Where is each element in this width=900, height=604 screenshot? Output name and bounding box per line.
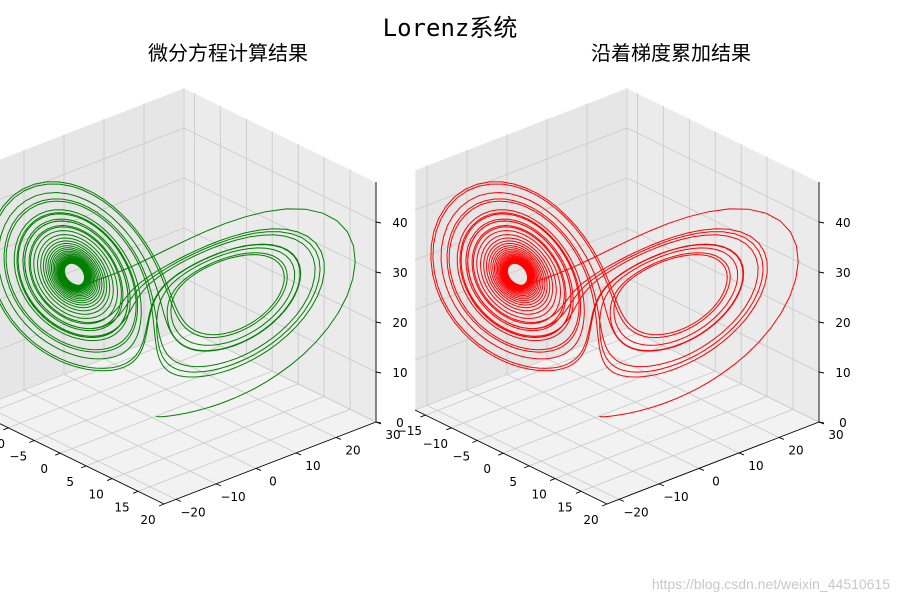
y-tick-label: 0 xyxy=(712,474,720,488)
y-tick xyxy=(738,452,745,456)
watermark: https://blog.csdn.net/weixin_44510615 xyxy=(651,576,890,592)
x-tick-label: 20 xyxy=(583,513,598,527)
y-tick xyxy=(255,467,262,471)
x-axis-line xyxy=(414,409,608,505)
x-tick xyxy=(29,440,35,443)
x-tick xyxy=(3,427,9,431)
z-tick xyxy=(375,321,382,324)
y-tick-label: 0 xyxy=(269,474,277,488)
y-tick-label: 10 xyxy=(305,459,320,473)
x-tick-label: −15 xyxy=(397,424,422,438)
x-tick xyxy=(446,427,452,431)
z-tick xyxy=(375,221,382,224)
z-tick xyxy=(818,421,825,424)
plot-panel-2: −15−10−505101520−20−100102030010203040沿着… xyxy=(397,41,851,527)
y-tick-label: 20 xyxy=(345,443,360,457)
y-tick xyxy=(215,483,222,487)
x-tick-label: 5 xyxy=(509,475,517,489)
series-line xyxy=(0,181,356,418)
y-tick-label: 20 xyxy=(788,443,803,457)
x-tick-label: 15 xyxy=(114,500,129,514)
z-tick-label: 0 xyxy=(396,416,404,430)
z-tick-label: 0 xyxy=(839,416,847,430)
z-tick-label: 20 xyxy=(835,316,850,330)
z-tick xyxy=(818,371,825,374)
gridline-y xyxy=(0,412,177,500)
x-tick-label: 20 xyxy=(140,513,155,527)
y-tick xyxy=(175,498,182,502)
x-tick xyxy=(80,465,87,469)
x-tick xyxy=(549,478,556,482)
gridline-z xyxy=(414,227,820,323)
y-tick-label: −10 xyxy=(663,490,688,504)
x-tick-label: 10 xyxy=(88,488,103,502)
y-axis-line xyxy=(606,421,820,505)
plot-panel-1: −15−10−505101520−20−100102030010203040微分… xyxy=(0,41,408,527)
x-tick-label: 0 xyxy=(483,462,491,476)
z-tick xyxy=(375,371,382,374)
y-tick-label: 30 xyxy=(385,428,400,442)
z-tick-label: 20 xyxy=(392,316,407,330)
z-tick xyxy=(375,271,382,274)
x-tick-label: 10 xyxy=(531,488,546,502)
y-tick-label: 10 xyxy=(748,459,763,473)
x-tick xyxy=(132,490,139,494)
x-tick-label: −5 xyxy=(9,449,27,463)
x-tick xyxy=(55,452,61,456)
x-tick-label: −10 xyxy=(0,437,5,451)
gridline-z xyxy=(0,227,377,323)
x-tick-label: 15 xyxy=(557,500,572,514)
figure-suptitle: Lorenz系统 xyxy=(382,14,518,42)
z-tick xyxy=(818,271,825,274)
z-tick-label: 40 xyxy=(392,216,407,230)
x-tick xyxy=(420,414,426,418)
z-tick-label: 30 xyxy=(392,266,407,280)
y-tick-label: −10 xyxy=(220,490,245,504)
z-tick-label: 30 xyxy=(835,266,850,280)
y-tick xyxy=(778,437,785,440)
y-tick xyxy=(658,483,665,487)
z-tick xyxy=(375,421,382,424)
x-tick xyxy=(575,490,582,494)
plot-title: 微分方程计算结果 xyxy=(148,41,308,65)
x-tick-label: 0 xyxy=(40,462,48,476)
x-tick-label: 5 xyxy=(66,475,74,489)
x-axis-line xyxy=(0,423,165,505)
y-axis-line xyxy=(163,421,377,505)
y-tick-label: 30 xyxy=(828,428,843,442)
gridline-z xyxy=(414,327,820,423)
series-line xyxy=(430,181,799,418)
gridline-z xyxy=(0,327,377,423)
y-tick-label: −20 xyxy=(180,505,205,519)
z-tick-label: 40 xyxy=(835,216,850,230)
x-tick xyxy=(158,503,165,507)
x-tick xyxy=(523,465,530,469)
y-tick xyxy=(698,467,705,471)
x-tick-label: −10 xyxy=(423,437,448,451)
y-tick-label: −20 xyxy=(623,505,648,519)
x-tick xyxy=(106,478,113,482)
z-tick xyxy=(818,221,825,224)
z-tick xyxy=(818,321,825,324)
z-tick-label: 10 xyxy=(835,366,850,380)
x-tick xyxy=(498,452,504,456)
z-tick-label: 10 xyxy=(392,366,407,380)
plot-title: 沿着梯度累加结果 xyxy=(591,41,751,65)
y-tick xyxy=(335,437,342,440)
y-tick xyxy=(618,498,625,502)
x-tick xyxy=(472,440,478,443)
x-tick-label: −5 xyxy=(452,449,470,463)
y-tick xyxy=(295,452,302,456)
x-tick xyxy=(601,503,608,507)
